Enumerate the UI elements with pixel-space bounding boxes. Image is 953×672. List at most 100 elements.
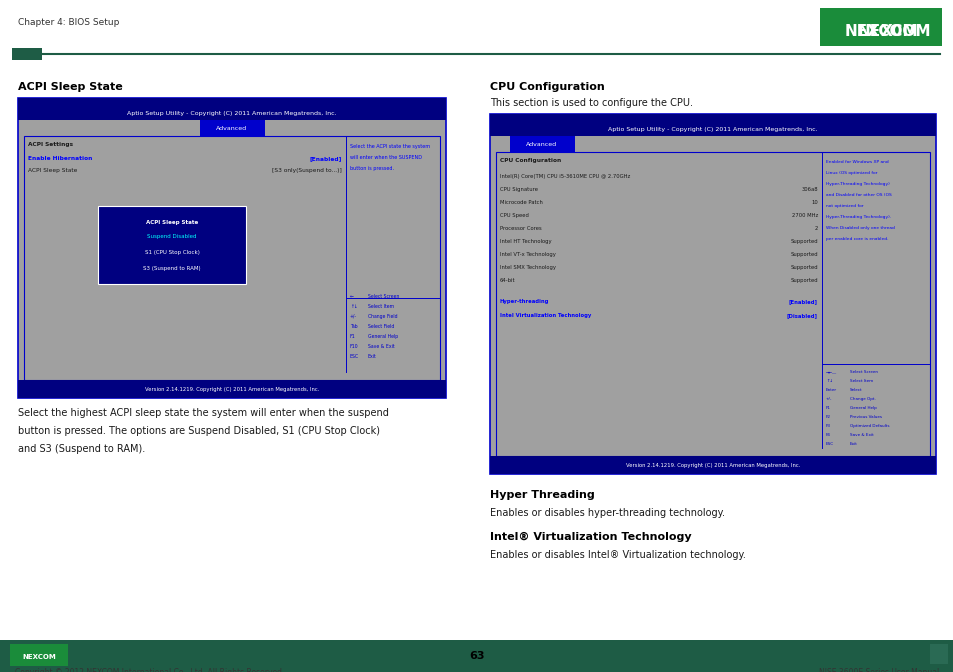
Text: Linux (OS optimized for: Linux (OS optimized for <box>825 171 877 175</box>
Text: Intel VT-x Technology: Intel VT-x Technology <box>499 252 556 257</box>
Text: 2: 2 <box>814 226 817 231</box>
Bar <box>200 120 265 136</box>
Text: [Disabled]: [Disabled] <box>786 313 817 318</box>
Bar <box>510 136 575 152</box>
Bar <box>496 152 929 456</box>
Text: Select the ACPI state the system: Select the ACPI state the system <box>350 144 430 149</box>
Text: 306a8: 306a8 <box>801 187 817 192</box>
Text: and Disabled for other OS (OS: and Disabled for other OS (OS <box>825 193 891 197</box>
Text: Hyper-Threading Technology).: Hyper-Threading Technology). <box>825 215 890 219</box>
Text: Copyright © 2012 NEXCOM International Co., Ltd. All Rights Reserved.: Copyright © 2012 NEXCOM International Co… <box>15 668 284 672</box>
Text: Aptio Setup Utility - Copyright (C) 2011 American Megatrends, Inc.: Aptio Setup Utility - Copyright (C) 2011… <box>127 112 336 116</box>
Text: Hyper-Threading Technology): Hyper-Threading Technology) <box>825 182 889 186</box>
Text: F4: F4 <box>825 433 830 437</box>
Bar <box>18 98 446 120</box>
Text: Enables or disables hyper-threading technology.: Enables or disables hyper-threading tech… <box>490 508 724 518</box>
Text: CPU Configuration: CPU Configuration <box>490 82 604 92</box>
Text: Version 2.14.1219. Copyright (C) 2011 American Megatrends, Inc.: Version 2.14.1219. Copyright (C) 2011 Am… <box>145 388 319 392</box>
Text: F10: F10 <box>350 344 358 349</box>
Text: Select Item: Select Item <box>368 304 394 309</box>
Text: Hyper-threading: Hyper-threading <box>499 299 549 304</box>
Text: [Enabled]: [Enabled] <box>310 156 341 161</box>
Text: Version 2.14.1219. Copyright (C) 2011 American Megatrends, Inc.: Version 2.14.1219. Copyright (C) 2011 Am… <box>625 464 800 468</box>
Bar <box>0 640 953 672</box>
Text: Advanced: Advanced <box>216 126 247 132</box>
Text: Intel(R) Core(TM) CPU i5-3610ME CPU @ 2.70GHz: Intel(R) Core(TM) CPU i5-3610ME CPU @ 2.… <box>499 174 630 179</box>
Text: Intel HT Technology: Intel HT Technology <box>499 239 551 244</box>
Text: F1: F1 <box>825 406 830 410</box>
Text: Intel SMX Technology: Intel SMX Technology <box>499 265 556 270</box>
Text: ACPI Settings: ACPI Settings <box>28 142 73 147</box>
Text: will enter when the SUSPEND: will enter when the SUSPEND <box>350 155 421 160</box>
Text: Tab: Tab <box>350 324 357 329</box>
Text: F1: F1 <box>350 334 355 339</box>
Text: 63: 63 <box>469 651 484 661</box>
Bar <box>18 380 446 398</box>
Text: Enter: Enter <box>825 388 836 392</box>
Text: [Enabled]: [Enabled] <box>788 299 817 304</box>
Text: Change Field: Change Field <box>368 314 397 319</box>
Bar <box>929 644 947 664</box>
Text: Change Opt.: Change Opt. <box>849 397 875 401</box>
Text: F3: F3 <box>825 424 830 428</box>
Text: Supported: Supported <box>789 239 817 244</box>
Text: Select: Select <box>849 388 862 392</box>
Text: Supported: Supported <box>789 278 817 283</box>
Text: +/-: +/- <box>825 397 832 401</box>
Text: CPU Configuration: CPU Configuration <box>499 158 560 163</box>
Text: 64-bit: 64-bit <box>499 278 515 283</box>
Text: Intel® Virtualization Technology: Intel® Virtualization Technology <box>490 532 691 542</box>
Text: ↑↓: ↑↓ <box>825 379 832 383</box>
Text: Select Item: Select Item <box>849 379 872 383</box>
Text: ESC: ESC <box>350 354 358 359</box>
Text: NISE 3600E Series User Manual: NISE 3600E Series User Manual <box>818 668 938 672</box>
Text: →←―: →←― <box>825 370 836 374</box>
Text: ↑↓: ↑↓ <box>350 304 357 309</box>
Text: Processor Cores: Processor Cores <box>499 226 541 231</box>
Text: Save & Exit: Save & Exit <box>849 433 873 437</box>
Bar <box>10 644 68 666</box>
Text: Supported: Supported <box>789 265 817 270</box>
Bar <box>24 136 439 380</box>
Text: When Disabled only one thread: When Disabled only one thread <box>825 226 894 230</box>
Text: General Help: General Help <box>368 334 397 339</box>
Text: S1 (CPU Stop Clock): S1 (CPU Stop Clock) <box>145 250 199 255</box>
Text: Enabled for Windows XP and: Enabled for Windows XP and <box>825 160 888 164</box>
Text: 2700 MHz: 2700 MHz <box>791 213 817 218</box>
Text: ACPI Sleep State: ACPI Sleep State <box>146 220 198 225</box>
Text: NE: NE <box>857 24 880 40</box>
Text: per enabled core is enabled.: per enabled core is enabled. <box>825 237 887 241</box>
Text: General Help: General Help <box>849 406 876 410</box>
Bar <box>12 48 42 60</box>
Text: Select the highest ACPI sleep state the system will enter when the suspend: Select the highest ACPI sleep state the … <box>18 408 389 418</box>
Text: and S3 (Suspend to RAM).: and S3 (Suspend to RAM). <box>18 444 145 454</box>
Text: ACPI Sleep State: ACPI Sleep State <box>18 82 123 92</box>
Text: Previous Values: Previous Values <box>849 415 882 419</box>
Text: Hyper Threading: Hyper Threading <box>490 490 594 500</box>
Bar <box>490 456 935 474</box>
Text: Supported: Supported <box>789 252 817 257</box>
Text: 10: 10 <box>810 200 817 205</box>
Text: Suspend Disabled: Suspend Disabled <box>147 234 196 239</box>
Bar <box>490 114 935 136</box>
Text: Chapter 4: BIOS Setup: Chapter 4: BIOS Setup <box>18 18 119 27</box>
Text: ACPI Sleep State: ACPI Sleep State <box>28 168 77 173</box>
Text: Aptio Setup Utility - Copyright (C) 2011 American Megatrends, Inc.: Aptio Setup Utility - Copyright (C) 2011… <box>608 128 817 132</box>
Text: Select Screen: Select Screen <box>368 294 399 299</box>
Text: button is pressed.: button is pressed. <box>350 166 394 171</box>
Text: CPU Speed: CPU Speed <box>499 213 528 218</box>
Bar <box>820 8 941 46</box>
Text: [S3 only(Suspend to...)]: [S3 only(Suspend to...)] <box>272 168 341 173</box>
Bar <box>490 114 935 474</box>
Text: S3 (Suspend to RAM): S3 (Suspend to RAM) <box>143 266 200 271</box>
Bar <box>18 98 446 398</box>
Text: +/-: +/- <box>350 314 356 319</box>
Text: Exit: Exit <box>368 354 376 359</box>
Text: NEXCOM: NEXCOM <box>22 654 56 660</box>
Text: Select Screen: Select Screen <box>849 370 877 374</box>
Text: Enables or disables Intel® Virtualization technology.: Enables or disables Intel® Virtualizatio… <box>490 550 745 560</box>
Text: NEXCOM: NEXCOM <box>843 24 917 40</box>
Text: Enable Hibernation: Enable Hibernation <box>28 156 92 161</box>
Text: Save & Exit: Save & Exit <box>368 344 395 349</box>
Text: ←: ← <box>350 294 354 299</box>
